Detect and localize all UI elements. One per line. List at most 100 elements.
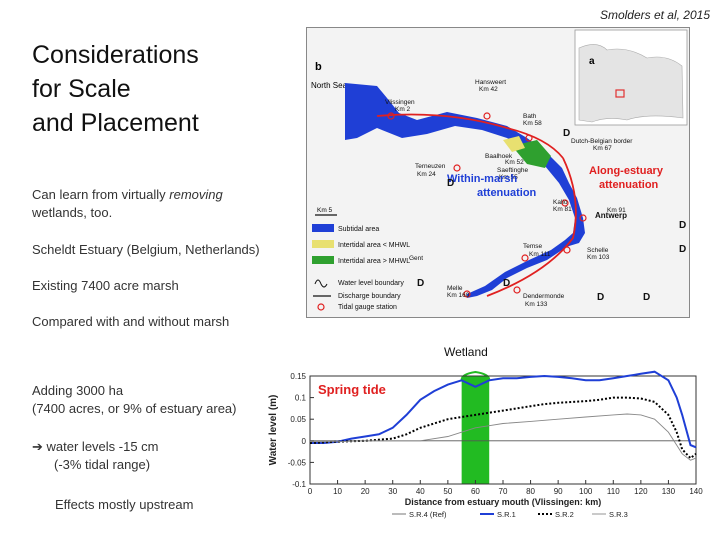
map-legend: Subtidal area Intertidal area < MHWL Int… (312, 224, 410, 311)
within-marsh-label-1: Within-marsh (447, 173, 517, 185)
legend-water-level: Water level boundary (338, 280, 404, 287)
y-tick-label-3: 0 (302, 437, 307, 446)
series-line-3 (309, 396, 697, 460)
panel-a-label: a (589, 56, 595, 67)
place-saeftinghe: Saeftinghe (497, 167, 528, 174)
wetland-label: Wetland (444, 345, 488, 359)
series-line-2 (310, 370, 697, 449)
series-line-4 (310, 413, 697, 461)
x-tick-label-5: 50 (443, 487, 452, 496)
y-tick-label-0: 0.15 (290, 372, 306, 381)
km-kallo: Km 81 (553, 206, 572, 213)
inset-location-box (615, 89, 625, 98)
place-labels: Vlissingen Km 2 Hansweert Km 42 Bath Km … (385, 79, 633, 308)
x-tick-label-2: 20 (361, 487, 370, 496)
title-line-3: and Placement (32, 109, 199, 137)
gauge-melle (463, 290, 471, 298)
km-dendermonde: Km 133 (525, 301, 548, 308)
scale-label: Km 5 (317, 207, 333, 214)
water-level-chart: 0.150.10.050-0.05-0.10 10 20 30 40 50 60 70 80 90… (268, 370, 703, 519)
place-border: Dutch-Belgian border (571, 138, 633, 145)
discharge-markers: D D D D D D D D (417, 128, 686, 303)
x-tick-label-4: 40 (416, 487, 425, 496)
bullet-1-emphasis: removing (169, 187, 223, 202)
legend-gauge: Tidal gauge station (338, 304, 397, 311)
d-label-6: D (417, 278, 424, 289)
gauge-terneuzen (453, 164, 461, 172)
km-bath: Km 58 (523, 120, 542, 127)
bullet-water-levels: ➔ water levels -15 cm (-3% tidal range) (32, 438, 302, 474)
gauge-schelle (563, 246, 571, 254)
citation: Smolders et al, 2015 (599, 8, 710, 22)
bullet-5-line-1: Adding 3000 ha (32, 383, 124, 398)
place-kallo: Kallo (553, 199, 568, 206)
place-gent: Gent (409, 255, 423, 262)
x-tick-label-13: 130 (662, 487, 676, 496)
km-schelle: Km 103 (587, 254, 610, 261)
arrow-right-icon: ➔ (32, 439, 43, 454)
x-axis-label: Distance from estuary mouth (Vlissingen:… (405, 497, 602, 507)
bullet-6-line-2: (-3% tidal range) (54, 457, 151, 472)
legend-label-3: S.R.2 (555, 510, 574, 519)
x-tick-label-3: 30 (388, 487, 397, 496)
north-sea-label: North Sea (311, 81, 348, 90)
bullet-removing-wetlands: Can learn from virtually removing wetlan… (32, 186, 302, 222)
bullet-1-prefix: Can learn from virtually (32, 187, 170, 202)
panel-b-label: b (315, 61, 322, 73)
gauge-icon (317, 303, 325, 311)
place-bath: Bath (523, 113, 537, 120)
gauge-antwerp (579, 214, 587, 222)
gauge-hansweert (483, 112, 491, 120)
x-tick-label-0: 0 (308, 487, 313, 496)
title-line-1: Considerations (32, 41, 199, 69)
estuary-map: a b North Sea Vlissingen Km 2 Hansweert … (306, 27, 690, 318)
place-dendermonde: Dendermonde (523, 293, 565, 300)
y-tick-label-4: -0.05 (288, 458, 307, 467)
estuary-subtidal (345, 83, 585, 298)
along-estuary-label-1: Along-estuary (589, 165, 664, 177)
bullet-5-line-2: (7400 acres, or 9% of estuary area) (32, 401, 237, 416)
title-line-2: for Scale (32, 75, 131, 103)
km-saeftinghe: Km 55 (499, 174, 518, 181)
along-estuary-line (376, 113, 564, 159)
bullet-compared: Compared with and without marsh (32, 314, 230, 329)
place-melle: Melle (447, 285, 463, 292)
x-tick-label-7: 70 (499, 487, 508, 496)
d-label-3: D (679, 220, 686, 231)
km-border: Km 67 (593, 145, 612, 152)
legend-label-4: S.R.3 (609, 510, 628, 519)
water-level-icon (314, 279, 328, 288)
place-vlissingen: Vlissingen (385, 99, 415, 106)
legend-subtidal: Subtidal area (338, 226, 379, 233)
km-vlissingen: Km 2 (395, 106, 411, 113)
bullet-scheldt-estuary: Scheldt Estuary (Belgium, Netherlands) (32, 242, 260, 257)
bullet-existing-marsh: Existing 7400 acre marsh (32, 278, 179, 293)
place-baalhoek: Baalhoek (485, 153, 513, 160)
km-antwerp: Km 91 (607, 207, 626, 214)
d-label-2: D (447, 178, 454, 189)
y-tick-label-5: -0.1 (292, 480, 306, 489)
km-temse: Km 111 (529, 251, 551, 258)
gauge-kallo (561, 199, 569, 207)
within-marsh-label-2: attenuation (477, 187, 537, 199)
gauge-temse (521, 254, 529, 262)
place-schelle: Schelle (587, 247, 609, 254)
x-tick-label-1: 10 (333, 487, 342, 496)
legend-label-1: S.R.4 (Ref) (409, 510, 447, 519)
x-tick-label-9: 90 (554, 487, 563, 496)
x-tick-label-8: 80 (526, 487, 535, 496)
y-axis-label: Water level (m) (268, 395, 279, 466)
slide-title: Considerations for Scale and Placement (32, 38, 302, 140)
gauge-dendermonde (513, 286, 521, 294)
x-tick-label-6: 60 (471, 487, 480, 496)
km-terneuzen: Km 24 (417, 171, 436, 178)
d-label-5: D (503, 278, 510, 289)
chart-title: Spring tide (318, 382, 386, 397)
bullet-adding-area: Adding 3000 ha (7400 acres, or 9% of est… (32, 382, 302, 418)
x-tick-label-11: 110 (607, 487, 620, 496)
wetland-band (461, 376, 490, 484)
x-tick-label-14: 140 (689, 487, 703, 496)
place-hansweert: Hansweert (475, 79, 506, 86)
d-label-1: D (563, 128, 570, 139)
along-estuary-label-2: attenuation (599, 179, 659, 191)
